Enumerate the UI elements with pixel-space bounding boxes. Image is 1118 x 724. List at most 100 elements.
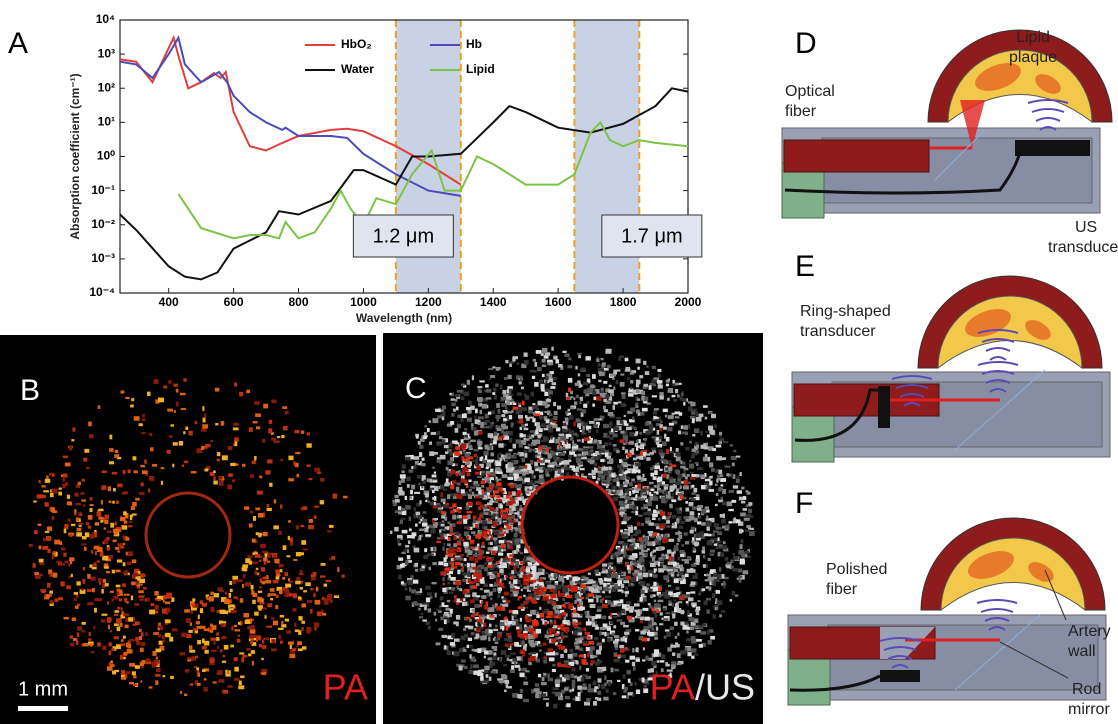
speckle (502, 626, 504, 631)
speckle (424, 425, 427, 428)
speckle (641, 594, 645, 598)
speckle (105, 583, 109, 586)
speckle (491, 422, 494, 424)
speckle (539, 479, 544, 482)
speckle (643, 647, 645, 650)
speckle (642, 678, 645, 683)
speckle (563, 624, 565, 626)
speckle (498, 518, 502, 522)
speckle (596, 358, 599, 362)
speckle (569, 577, 572, 581)
speckle (209, 597, 213, 602)
speckle (684, 516, 689, 519)
speckle (587, 653, 589, 658)
speckle (261, 567, 265, 571)
speckle (616, 604, 621, 606)
speckle (464, 666, 468, 669)
speckle (617, 557, 620, 561)
speckle (421, 458, 424, 461)
speckle (660, 428, 663, 431)
speckle (652, 622, 656, 625)
speckle (675, 452, 680, 456)
speckle (93, 563, 96, 567)
speckle (579, 401, 581, 404)
speckle (647, 541, 652, 545)
speckle (701, 485, 705, 489)
speckle (220, 649, 223, 652)
speckle (455, 532, 459, 536)
speckle (532, 620, 538, 625)
speckle (563, 598, 565, 601)
speckle (502, 578, 504, 581)
speckle (643, 688, 648, 693)
speckle (610, 393, 614, 397)
speckle (259, 644, 262, 647)
speckle (457, 515, 459, 518)
speckle (616, 417, 621, 419)
speckle (692, 506, 698, 510)
speckle (718, 487, 723, 491)
speckle (155, 680, 158, 685)
speckle (557, 639, 561, 642)
speckle (83, 505, 85, 507)
speckle (633, 534, 638, 537)
speckle (723, 581, 726, 584)
speckle (123, 636, 126, 639)
speckle (127, 562, 132, 565)
speckle (444, 645, 446, 649)
speckle (669, 479, 674, 483)
speckle (230, 589, 233, 592)
speckle (557, 469, 561, 472)
speckle (586, 401, 589, 404)
speckle (662, 556, 666, 560)
speckle (438, 443, 442, 446)
speckle (474, 558, 478, 563)
speckle (86, 467, 90, 470)
speckle (136, 641, 140, 645)
speckle (568, 603, 573, 606)
speckle (307, 432, 310, 435)
speckle (627, 539, 631, 541)
speckle (405, 496, 407, 500)
speckle (643, 626, 648, 629)
speckle (280, 459, 283, 461)
speckle (581, 368, 586, 371)
speckle (546, 448, 549, 451)
speckle (498, 587, 502, 590)
speckle (481, 546, 485, 548)
speckle (570, 430, 574, 434)
speckle (464, 602, 468, 606)
speckle (213, 476, 215, 480)
speckle (653, 550, 656, 553)
speckle (572, 466, 576, 471)
speckle (727, 501, 732, 506)
speckle (405, 505, 410, 509)
speckle (547, 439, 549, 442)
speckle (295, 629, 300, 632)
speckle (295, 452, 300, 454)
speckle (213, 471, 216, 474)
speckle (649, 492, 651, 495)
speckle (232, 576, 238, 580)
speckle (163, 600, 165, 603)
speckle (675, 383, 679, 386)
speckle (585, 356, 590, 360)
speckle (477, 619, 483, 622)
speckle (83, 643, 89, 646)
speckle (135, 637, 138, 641)
speckle (706, 598, 711, 600)
speckle (476, 466, 481, 470)
speckle (696, 474, 700, 477)
speckle (538, 435, 541, 438)
speckle (523, 699, 529, 702)
speckle (571, 585, 577, 588)
speckle (126, 491, 128, 494)
speckle (464, 392, 470, 397)
speckle (536, 653, 538, 655)
speckle (670, 645, 676, 648)
speckle (552, 669, 556, 672)
speckle (743, 496, 746, 500)
speckle (634, 603, 640, 606)
speckle (693, 488, 697, 493)
speckle (602, 362, 606, 366)
